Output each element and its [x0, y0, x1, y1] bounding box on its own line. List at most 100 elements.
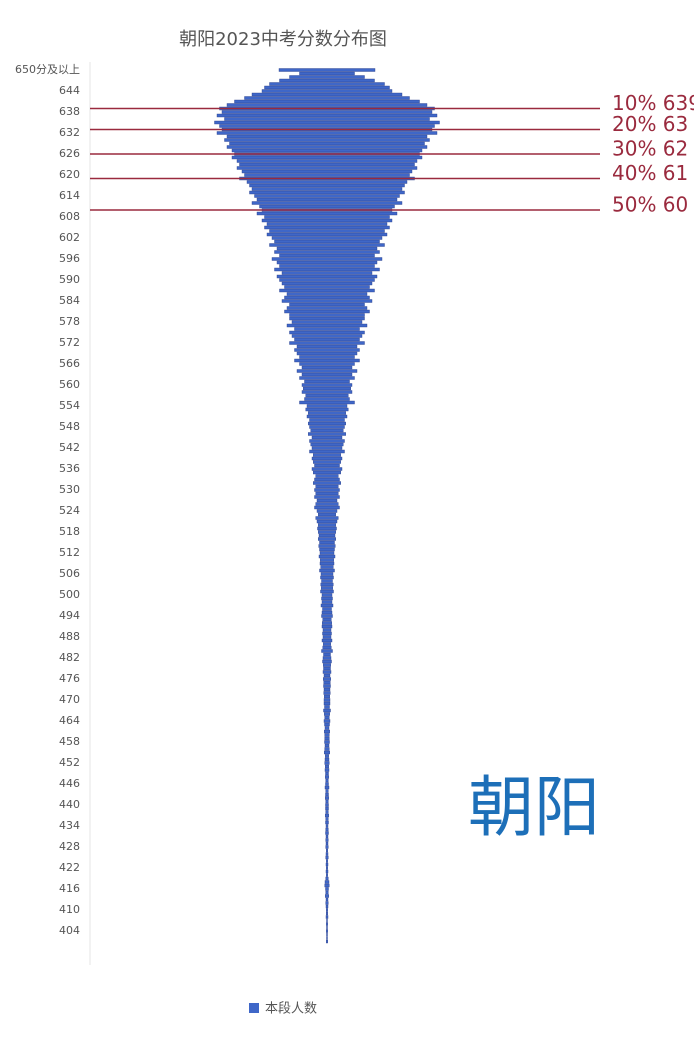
- bar: [326, 922, 328, 926]
- bar: [276, 260, 378, 265]
- y-tick-label: 590: [59, 273, 80, 286]
- bar: [326, 929, 328, 933]
- bar: [318, 544, 336, 548]
- bar: [266, 222, 388, 226]
- bar: [320, 572, 334, 576]
- bar: [326, 873, 328, 877]
- bar: [321, 624, 333, 629]
- bar: [264, 85, 390, 90]
- bar: [286, 306, 368, 310]
- bar: [264, 225, 390, 230]
- bar: [311, 435, 343, 440]
- bar: [224, 117, 430, 121]
- bar: [323, 663, 331, 667]
- bar: [322, 659, 332, 664]
- bar: [315, 516, 339, 520]
- bar: [279, 253, 375, 258]
- bar: [274, 250, 380, 254]
- bar: [303, 386, 351, 391]
- bar: [259, 204, 395, 209]
- bar: [321, 596, 333, 601]
- bar: [319, 540, 335, 545]
- bar: [324, 757, 330, 762]
- bar: [276, 246, 378, 251]
- bar: [304, 397, 350, 401]
- bar: [326, 908, 328, 912]
- bar: [299, 400, 355, 405]
- bar: [325, 862, 329, 867]
- bar: [321, 586, 333, 590]
- bar: [229, 141, 425, 146]
- bar: [256, 211, 398, 216]
- bar: [325, 817, 329, 821]
- bar: [278, 68, 376, 72]
- bar: [324, 736, 330, 741]
- bar: [313, 453, 341, 457]
- y-tick-label: 488: [59, 630, 80, 643]
- bar: [309, 439, 345, 443]
- bar: [325, 841, 329, 846]
- bar: [324, 715, 330, 720]
- bar: [321, 610, 333, 615]
- bar: [289, 75, 365, 79]
- bar: [320, 565, 334, 569]
- bar: [304, 379, 350, 384]
- bar: [281, 271, 373, 275]
- chart-title: 朝阳2023中考分数分布图: [179, 29, 387, 50]
- bar: [321, 638, 333, 643]
- bar: [308, 411, 346, 415]
- bar: [274, 239, 380, 244]
- bar: [311, 467, 343, 471]
- bar: [216, 131, 438, 135]
- bar: [325, 834, 329, 839]
- y-tick-label: 440: [59, 798, 80, 811]
- bar: [266, 232, 388, 237]
- bar: [325, 799, 329, 804]
- bar: [299, 362, 355, 366]
- bar: [301, 383, 353, 387]
- y-tick-label: 638: [59, 105, 80, 118]
- y-tick-label: 506: [59, 567, 80, 580]
- bar: [325, 845, 329, 849]
- bar: [299, 71, 355, 76]
- bar: [279, 278, 375, 282]
- bar: [309, 449, 345, 454]
- y-tick-label: 452: [59, 756, 80, 769]
- bar: [326, 932, 328, 937]
- bar: [261, 89, 393, 93]
- bar: [284, 295, 370, 300]
- bar: [319, 568, 335, 573]
- y-tick-label: 584: [59, 294, 80, 307]
- bar: [326, 936, 328, 940]
- bar: [311, 446, 343, 450]
- bar: [276, 274, 378, 279]
- annotation-label: 50% 60: [612, 193, 688, 217]
- bar: [325, 789, 329, 793]
- bar: [313, 470, 341, 475]
- bar: [325, 778, 329, 783]
- y-tick-label: 548: [59, 420, 80, 433]
- bar: [254, 194, 400, 198]
- bar: [284, 309, 370, 314]
- bar: [289, 330, 365, 335]
- bar: [321, 649, 333, 653]
- bar: [322, 656, 332, 660]
- bar: [326, 859, 328, 863]
- bar: [325, 890, 329, 895]
- bar: [323, 698, 331, 702]
- bar: [294, 358, 360, 363]
- annotation-label: 20% 63: [612, 112, 688, 136]
- bar: [325, 915, 329, 919]
- bar: [324, 740, 330, 744]
- bar: [323, 680, 331, 685]
- bar: [325, 771, 329, 776]
- bar: [236, 166, 418, 170]
- y-tick-label: 578: [59, 315, 80, 328]
- bar: [305, 393, 349, 398]
- bar: [322, 621, 332, 625]
- legend-label: 本段人数: [265, 1002, 317, 1017]
- bar: [326, 911, 328, 916]
- bar: [323, 684, 331, 688]
- bar: [326, 939, 328, 944]
- bar: [320, 603, 334, 608]
